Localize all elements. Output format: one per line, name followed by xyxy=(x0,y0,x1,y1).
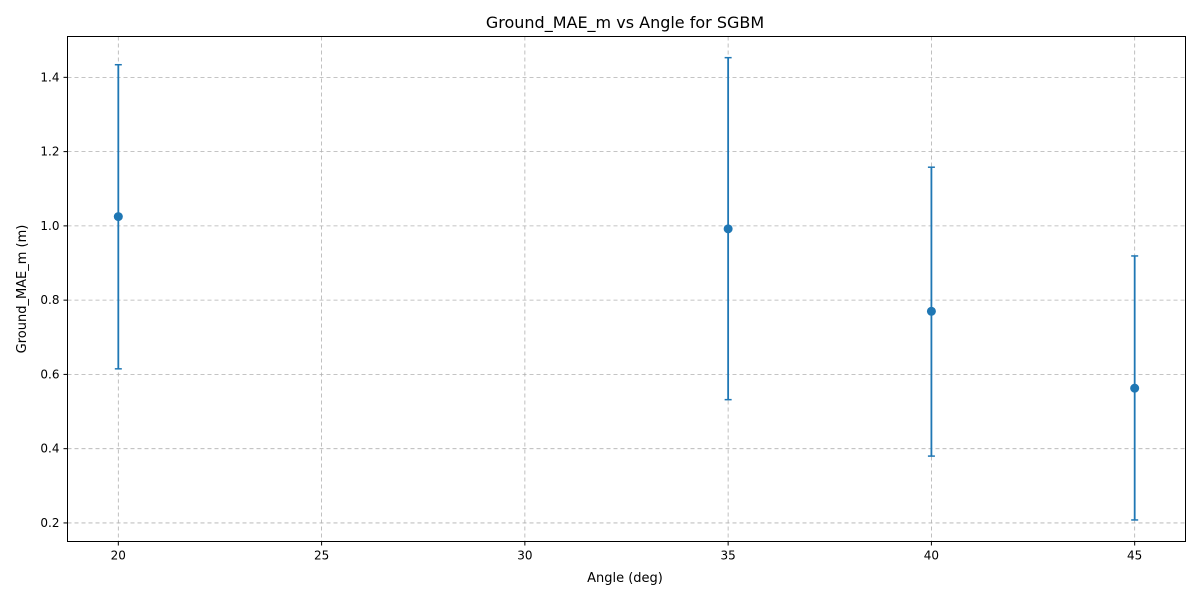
grid xyxy=(67,36,1186,542)
y-tick-label: 0.8 xyxy=(40,293,59,307)
y-axis-label: Ground_MAE_m (m) xyxy=(15,225,30,354)
x-tick-label: 35 xyxy=(720,549,735,563)
data-point xyxy=(926,306,936,316)
data-series xyxy=(113,56,1140,521)
y-tick-label: 0.6 xyxy=(40,367,59,381)
data-point xyxy=(723,224,733,234)
chart-title: Ground_MAE_m vs Angle for SGBM xyxy=(486,13,764,33)
x-tick-label: 25 xyxy=(314,549,329,563)
data-point xyxy=(1130,383,1140,393)
y-tick-label: 1.4 xyxy=(40,70,59,84)
y-tick-label: 1.0 xyxy=(40,219,59,233)
y-tick-label: 0.2 xyxy=(40,516,59,530)
x-tick-label: 30 xyxy=(517,549,532,563)
data-point xyxy=(113,212,123,222)
x-tick-label: 45 xyxy=(1127,549,1142,563)
plot-frame xyxy=(67,36,1186,542)
y-tick-label: 0.4 xyxy=(40,442,59,456)
x-tick-label: 20 xyxy=(111,549,126,563)
x-axis-label: Angle (deg) xyxy=(587,571,663,586)
axis-ticks: 20 25 30 35 40 45 0.2 0.4 0.6 0.8 1.0 1.2 1.4 xyxy=(40,70,1142,562)
x-tick-label: 40 xyxy=(924,549,939,563)
y-tick-label: 1.2 xyxy=(40,145,59,159)
